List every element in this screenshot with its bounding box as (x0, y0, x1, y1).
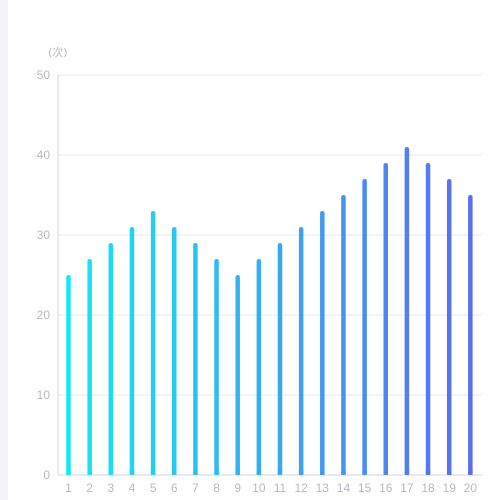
x-tick-label: 12 (294, 481, 308, 495)
bar-base-17 (404, 470, 410, 475)
bar-8[interactable] (214, 259, 219, 475)
bar-base-20 (468, 470, 473, 475)
bar-base-15 (362, 470, 367, 475)
bar-9[interactable] (235, 275, 240, 475)
bar-7[interactable] (193, 243, 198, 475)
x-tick-label: 20 (464, 481, 478, 495)
x-tick-label: 18 (421, 481, 435, 495)
bar-base-11 (277, 470, 283, 475)
bar-base-7 (193, 470, 198, 475)
bar-base-6 (172, 470, 177, 475)
bar-11[interactable] (277, 243, 283, 475)
y-tick-label: 50 (37, 68, 51, 82)
bar-6[interactable] (172, 227, 177, 475)
x-tick-label: 9 (234, 481, 241, 495)
bar-base-2 (87, 470, 92, 475)
bar-14[interactable] (341, 195, 346, 475)
x-tick-label: 2 (86, 481, 93, 495)
x-tick-label: 7 (192, 481, 199, 495)
bar-5[interactable] (150, 211, 156, 475)
bar-16[interactable] (383, 163, 389, 475)
x-tick-label: 8 (213, 481, 220, 495)
x-tick-label: 16 (379, 481, 393, 495)
y-tick-label: 0 (43, 468, 50, 482)
x-tick-label: 11 (274, 481, 287, 495)
bar-base-8 (214, 470, 219, 475)
bar-12[interactable] (298, 227, 304, 475)
y-tick-label: 40 (37, 148, 51, 162)
bar-base-18 (425, 470, 431, 475)
bar-base-4 (129, 470, 135, 475)
bar-18[interactable] (425, 163, 431, 475)
bar-13[interactable] (320, 211, 325, 475)
x-tick-label: 15 (358, 481, 372, 495)
x-tick-label: 13 (316, 481, 330, 495)
bar-3[interactable] (108, 243, 114, 475)
y-tick-label: 30 (37, 228, 51, 242)
bar-10[interactable] (256, 259, 262, 475)
bar-base-10 (256, 470, 262, 475)
x-tick-label: 14 (337, 481, 351, 495)
y-tick-label: 10 (37, 388, 51, 402)
x-tick-label: 5 (150, 481, 157, 495)
x-tick-label: 3 (107, 481, 114, 495)
chart-container: 0 10 20 30 40 50 1 2 3 4 5 6 7 8 9 10 11 12 13 14 15 16 17 18 19… (8, 0, 500, 500)
axes (57, 75, 482, 476)
bar-base-12 (298, 470, 304, 475)
bar-base-1 (66, 470, 71, 475)
left-panel-edge (0, 0, 8, 500)
gridlines (58, 74, 482, 396)
bar-base-5 (150, 470, 156, 475)
bar-1[interactable] (66, 275, 71, 475)
bar-17[interactable] (404, 147, 410, 475)
y-axis-unit-label: (次) (48, 45, 68, 59)
x-tick-label: 17 (400, 481, 414, 495)
bar-base-19 (446, 470, 452, 475)
bar-4[interactable] (129, 227, 135, 475)
bars (66, 147, 473, 475)
x-tick-label: 19 (443, 481, 457, 495)
bar-19[interactable] (446, 179, 452, 475)
bar-base-13 (320, 470, 325, 475)
y-tick-label: 20 (37, 308, 51, 322)
bar-20[interactable] (468, 195, 473, 475)
bar-base-14 (341, 470, 346, 475)
bar-base-3 (108, 470, 114, 475)
x-tick-label: 6 (171, 481, 178, 495)
bar-base-16 (383, 470, 388, 475)
bar-base-9 (235, 470, 240, 475)
bar-2[interactable] (87, 259, 92, 475)
x-tick-label: 4 (129, 481, 136, 495)
x-tick-label: 10 (252, 481, 266, 495)
bar-15[interactable] (362, 179, 367, 475)
x-tick-label: 1 (65, 481, 72, 495)
